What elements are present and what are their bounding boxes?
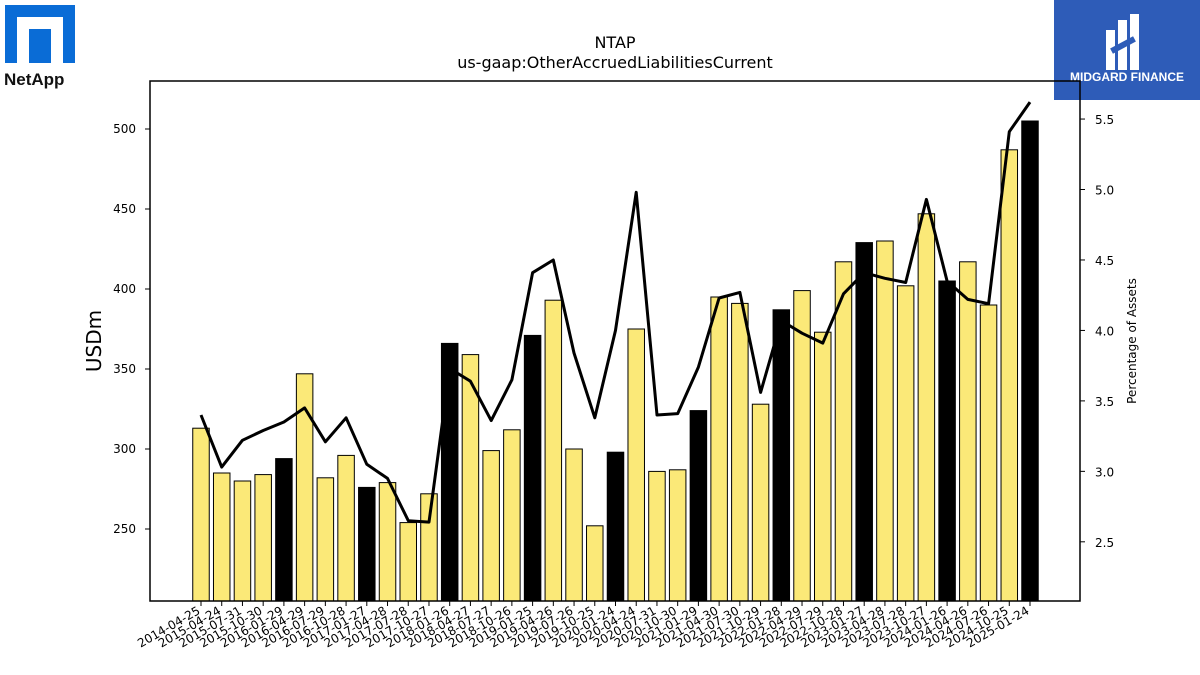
bar [420, 493, 438, 602]
chart-title: NTAP [594, 33, 635, 52]
bar [1021, 120, 1039, 602]
bar [731, 302, 749, 602]
y2-tick-label: 2.5 [1095, 536, 1114, 550]
midgard-finance-logo: MIDGARD FINANCE [1054, 0, 1200, 100]
y-tick-label: 400 [113, 282, 136, 296]
bar [710, 296, 728, 602]
netapp-logo-icon [5, 5, 75, 63]
bar [358, 486, 376, 602]
bar [834, 261, 853, 602]
y2-tick-label: 3.5 [1095, 395, 1114, 409]
midgard-finance-logo-text: MIDGARD FINANCE [1070, 70, 1184, 84]
bar [440, 342, 459, 602]
bar [523, 334, 542, 602]
midgard-mark-icon [1106, 14, 1139, 70]
bar [772, 309, 791, 602]
bar [648, 470, 666, 602]
plot-area: 2503003504004505002.53.03.54.04.55.05.52… [113, 80, 1114, 650]
percentage-line [199, 101, 1032, 524]
y-tick-label: 250 [113, 522, 136, 536]
bar [316, 477, 335, 602]
y2-tick-label: 3.0 [1095, 465, 1114, 479]
y-tick-label: 450 [113, 202, 136, 216]
y2-tick-label: 4.0 [1095, 324, 1114, 338]
bar [192, 427, 210, 602]
bar [917, 213, 936, 602]
y-tick-label: 350 [113, 362, 136, 376]
bar [959, 261, 977, 602]
bar [896, 285, 915, 602]
bar [212, 472, 231, 602]
bar [544, 299, 563, 602]
bar [1000, 149, 1019, 602]
bar [855, 242, 873, 602]
y2-tick-label: 5.0 [1095, 184, 1114, 198]
bar [275, 458, 293, 602]
netapp-logo: NetApp [0, 0, 90, 100]
bar [565, 448, 583, 602]
bar [337, 454, 355, 602]
bar [668, 469, 687, 602]
bar [938, 280, 956, 602]
bar [751, 403, 770, 602]
netapp-logo-text: NetApp [4, 70, 65, 89]
bar [876, 240, 894, 602]
bar [254, 474, 272, 602]
bar [979, 304, 998, 602]
bar [689, 410, 708, 602]
bar [482, 450, 500, 602]
bar [627, 328, 645, 602]
bar [378, 482, 397, 602]
chart-subtitle: us-gaap:OtherAccruedLiabilitiesCurrent [457, 53, 773, 72]
y2-tick-label: 4.5 [1095, 254, 1114, 268]
y-tick-label: 300 [113, 442, 136, 456]
bar [399, 522, 417, 602]
bar [503, 429, 521, 602]
bar [586, 525, 604, 602]
bar [814, 331, 832, 602]
y2-tick-label: 5.5 [1095, 113, 1114, 127]
bar [606, 451, 625, 602]
y-tick-label: 500 [113, 122, 136, 136]
y-axis-label: USDm [82, 310, 106, 372]
bar [233, 480, 252, 602]
y2-axis-label: Percentage of Assets [1125, 278, 1139, 404]
